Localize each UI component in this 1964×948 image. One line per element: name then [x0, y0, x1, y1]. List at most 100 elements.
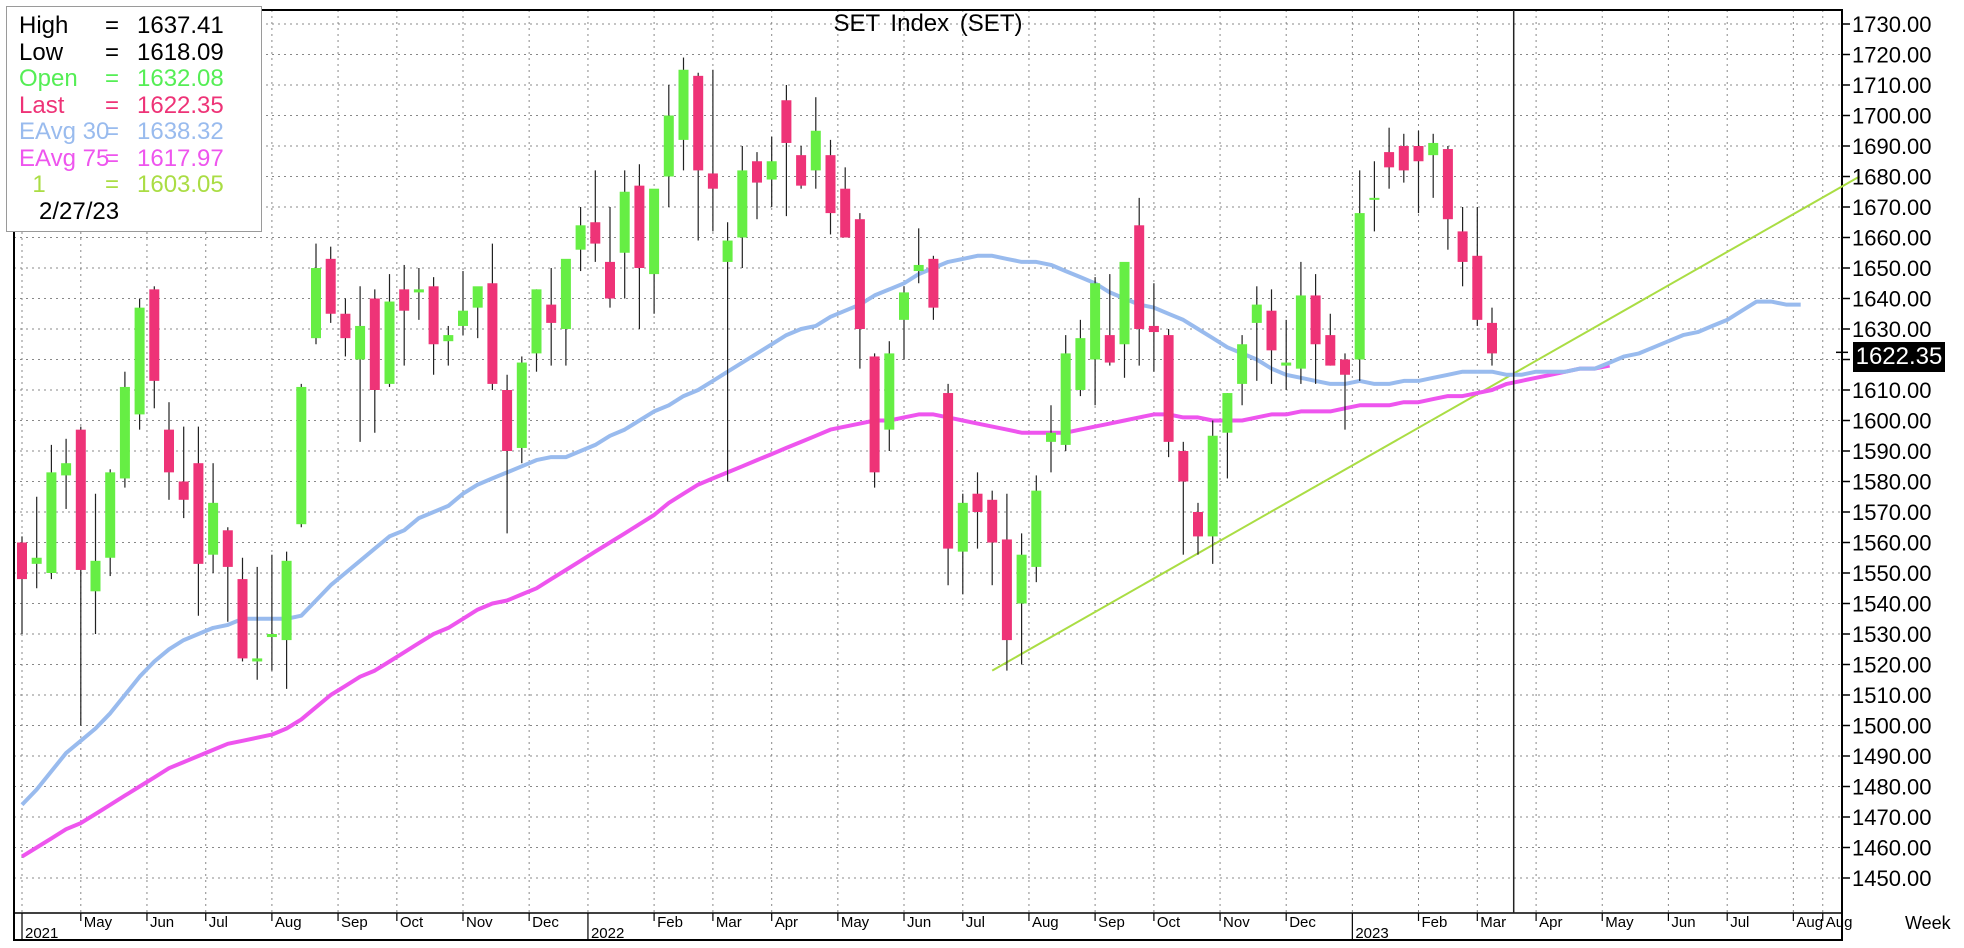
y-tick-label: 1730.00 [1852, 12, 1932, 37]
x-year-label: 2022 [591, 925, 624, 942]
candle-body [810, 130, 821, 171]
candle-body [663, 115, 674, 177]
x-month-label: Jun [1671, 914, 1695, 931]
candle-body [840, 188, 851, 238]
y-tick-label: 1720.00 [1852, 43, 1932, 68]
candle-body [590, 222, 601, 244]
candle-body [1148, 325, 1159, 333]
candle-body [17, 542, 27, 580]
candle-body [1178, 451, 1189, 482]
info-equals: = [105, 91, 120, 119]
candle [1119, 261, 1130, 378]
info-label: EAvg 75 [19, 144, 110, 172]
candle-body [678, 69, 689, 140]
candle-body [649, 188, 660, 275]
candle-body [1472, 255, 1483, 320]
chart-title: SET Index (SET) [833, 10, 1023, 37]
candle [796, 146, 807, 189]
candle [1178, 441, 1189, 555]
candle-body [1119, 261, 1130, 345]
y-tick-label: 1630.00 [1852, 317, 1932, 342]
x-month-label: Nov [466, 914, 493, 931]
candle [17, 536, 27, 634]
candle [1354, 170, 1365, 381]
y-axis-ticks: 1730.00 1720.00 1710.00 1700.00 1690.00 1680.… [1842, 12, 1932, 891]
candle [502, 374, 513, 534]
candle [575, 207, 586, 272]
candle-body [369, 298, 380, 390]
x-month-label: Mar [716, 914, 742, 931]
y-tick-label: 1680.00 [1852, 165, 1932, 190]
info-row: High = 1637.41 [19, 12, 261, 40]
candle [781, 85, 792, 217]
candle-body [355, 325, 366, 360]
candle [1325, 313, 1336, 366]
info-value: 1622.35 [137, 91, 224, 119]
x-month-label: Jun [907, 914, 931, 931]
x-year-label: 2021 [25, 925, 58, 942]
candle [1134, 197, 1145, 366]
candle-body [619, 191, 630, 253]
candle [355, 286, 366, 442]
candle-body [252, 658, 263, 662]
candle [1163, 329, 1174, 458]
x-month-label: Aug [1826, 914, 1853, 931]
y-tick-label: 1640.00 [1852, 287, 1932, 312]
axes [13, 9, 1843, 941]
info-value: 1638.32 [137, 118, 224, 145]
candle [546, 268, 557, 366]
candle-body [693, 75, 704, 171]
info-equals: = [105, 38, 120, 66]
y-tick-label: 1500.00 [1852, 714, 1932, 739]
y-tick-label: 1600.00 [1852, 409, 1932, 434]
candle [1442, 146, 1453, 250]
candle [634, 164, 645, 329]
candle [443, 325, 454, 366]
y-tick-label: 1470.00 [1852, 805, 1932, 830]
x-month-label: Aug [1796, 914, 1823, 931]
x-month-label: May [1605, 914, 1634, 931]
candle [193, 426, 204, 616]
x-year-label: 2023 [1355, 925, 1388, 942]
candle [1148, 283, 1159, 372]
candle-body [1398, 146, 1409, 171]
y-tick-label: 1670.00 [1852, 195, 1932, 220]
candle [458, 271, 468, 336]
candle [1001, 493, 1012, 671]
candle-body [737, 170, 748, 238]
candle [752, 152, 762, 220]
candle [516, 356, 527, 464]
candle [413, 268, 424, 320]
candle-body [1384, 152, 1395, 168]
candle-body [722, 240, 733, 262]
candle [369, 289, 380, 433]
candle-body [1207, 435, 1218, 537]
info-equals: = [105, 144, 120, 172]
candle [825, 139, 836, 235]
candle-body [384, 301, 395, 384]
info-equals: = [105, 171, 120, 198]
candle-body [149, 289, 160, 381]
candle-body [208, 502, 219, 555]
candle-body [428, 286, 439, 345]
info-label: Low [19, 38, 64, 66]
x-month-label: Dec [532, 914, 559, 931]
candle-body [325, 258, 336, 314]
y-tick-label: 1510.00 [1852, 683, 1932, 708]
period-label[interactable]: Week [1905, 913, 1951, 933]
candle [1046, 405, 1056, 473]
x-month-label: Aug [275, 914, 302, 931]
candle [913, 228, 924, 284]
info-value: 1632.08 [137, 65, 224, 92]
y-tick-label: 1490.00 [1852, 744, 1932, 769]
candle-body [972, 493, 983, 512]
candle-body [178, 481, 189, 500]
candle-body [796, 155, 807, 186]
info-date: 2/27/23 [39, 197, 120, 225]
candle [384, 274, 395, 387]
candle [1487, 307, 1497, 366]
y-tick-label: 1690.00 [1852, 134, 1932, 159]
info-label: Last [19, 91, 65, 119]
candle-body [869, 356, 880, 473]
y-tick-label: 1590.00 [1852, 439, 1932, 464]
